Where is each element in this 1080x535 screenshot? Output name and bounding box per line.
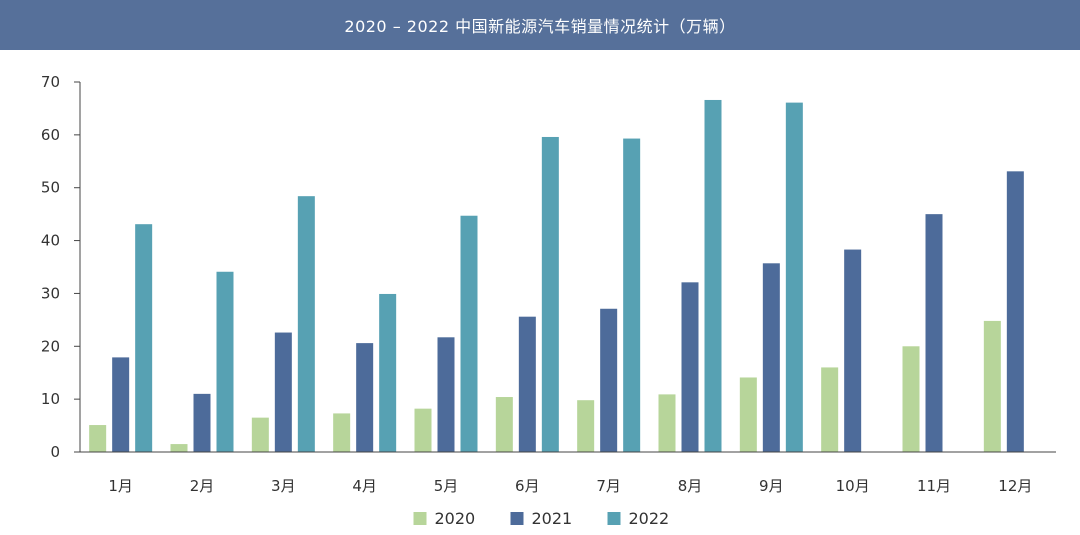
bar-2022-1 [135, 224, 153, 452]
bar-2020-7 [577, 400, 595, 452]
bar-2021-2 [193, 393, 211, 452]
x-tick-label: 2月 [190, 477, 215, 495]
bar-2020-12 [983, 320, 1001, 452]
bar-2020-9 [739, 377, 757, 452]
bar-2020-6 [495, 397, 513, 452]
bar-2021-4 [356, 343, 374, 452]
y-tick-label: 0 [50, 443, 60, 461]
bar-2022-4 [379, 293, 397, 452]
x-tick-label: 10月 [836, 477, 870, 495]
legend: 2020 2021 2022 [413, 509, 670, 528]
legend-label-2022: 2022 [629, 509, 670, 528]
bar-2021-1 [112, 357, 130, 452]
bar-2021-5 [437, 337, 455, 452]
x-tick-label: 11月 [917, 477, 951, 495]
chart-title-bar: 2020 – 2022 中国新能源汽车销量情况统计（万辆） [0, 0, 1080, 50]
bar-2022-5 [460, 215, 478, 452]
y-axis-ticks: 0 10 20 30 40 50 60 70 [41, 73, 80, 461]
bar-2020-2 [170, 444, 188, 452]
bar-2021-6 [518, 316, 536, 452]
bar-2021-12 [1006, 171, 1024, 452]
bar-2022-2 [216, 271, 234, 452]
y-tick-label: 60 [41, 126, 60, 144]
legend-swatch-2022 [607, 512, 621, 525]
chart-title: 2020 – 2022 中国新能源汽车销量情况统计（万辆） [344, 17, 736, 36]
bar-2020-8 [658, 394, 676, 452]
x-tick-label: 3月 [271, 477, 296, 495]
bar-2021-7 [600, 308, 618, 452]
bar-chart: 0 10 20 30 40 50 60 70 1月 2月 3月 4月 5月 6月 7月 8月 9月 10月 11月… [41, 73, 1056, 528]
legend-label-2020: 2020 [435, 509, 476, 528]
bar-2020-3 [251, 417, 269, 452]
bar-2020-1 [89, 425, 107, 452]
bar-2022-8 [704, 99, 722, 452]
bar-2022-6 [541, 136, 559, 452]
x-tick-label: 4月 [352, 477, 377, 495]
x-tick-label: 12月 [998, 477, 1032, 495]
bar-2022-9 [785, 102, 803, 452]
x-tick-label: 7月 [596, 477, 621, 495]
y-tick-label: 30 [41, 284, 60, 302]
bar-2020-11 [902, 346, 920, 452]
y-tick-label: 20 [41, 337, 60, 355]
bar-2021-11 [925, 214, 943, 452]
x-tick-label: 9月 [759, 477, 784, 495]
legend-swatch-2021 [510, 512, 524, 525]
legend-swatch-2020 [413, 512, 427, 525]
bar-2022-3 [297, 196, 315, 452]
x-tick-label: 5月 [434, 477, 459, 495]
bar-2021-3 [274, 332, 292, 452]
x-tick-label: 8月 [678, 477, 703, 495]
bar-2020-4 [333, 413, 351, 452]
x-tick-label: 6月 [515, 477, 540, 495]
y-tick-label: 40 [41, 232, 60, 250]
bar-2020-10 [821, 367, 839, 452]
y-tick-label: 70 [41, 73, 60, 91]
y-tick-label: 10 [41, 390, 60, 408]
bar-2021-10 [844, 249, 862, 452]
x-tick-label: 1月 [108, 477, 133, 495]
y-tick-label: 50 [41, 179, 60, 197]
bars-group [89, 99, 1024, 453]
bar-2022-7 [623, 138, 641, 453]
bar-2021-9 [762, 263, 780, 452]
bar-2020-5 [414, 408, 432, 452]
legend-label-2021: 2021 [532, 509, 573, 528]
x-axis-ticks: 1月 2月 3月 4月 5月 6月 7月 8月 9月 10月 11月 12月 [108, 477, 1032, 495]
bar-2021-8 [681, 282, 699, 452]
